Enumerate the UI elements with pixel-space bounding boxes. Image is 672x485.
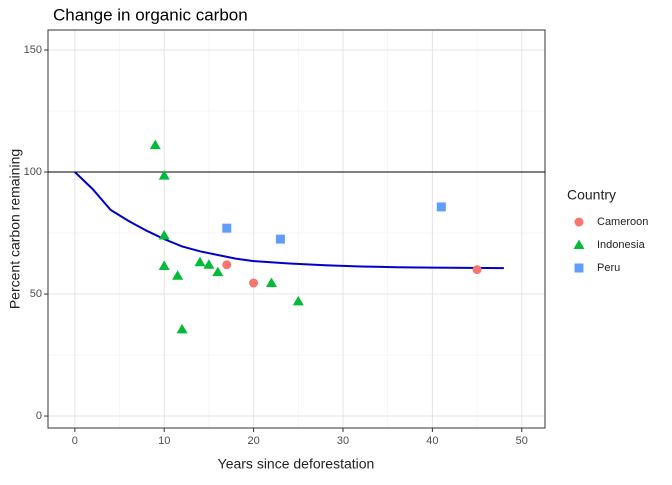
point bbox=[222, 260, 232, 270]
y-tick-label: 150 bbox=[24, 44, 42, 56]
x-tick-label: 40 bbox=[426, 435, 438, 447]
point bbox=[176, 323, 188, 334]
point bbox=[265, 277, 277, 288]
legend-symbol bbox=[574, 263, 584, 273]
chart-title: Change in organic carbon bbox=[53, 5, 248, 24]
y-axis-label: Percent carbon remaining bbox=[7, 149, 23, 309]
point bbox=[222, 223, 232, 233]
y-tick-label: 0 bbox=[36, 410, 42, 422]
panel-border bbox=[47, 29, 546, 429]
y-tick-label: 50 bbox=[30, 288, 42, 300]
legend-symbol bbox=[573, 239, 585, 249]
legend-symbol bbox=[574, 217, 584, 227]
legend-label: Indonesia bbox=[597, 239, 646, 251]
legend-label: Peru bbox=[597, 262, 620, 274]
x-axis-label: Years since deforestation bbox=[218, 456, 375, 472]
point bbox=[472, 265, 482, 275]
point bbox=[149, 139, 161, 150]
x-tick-label: 50 bbox=[516, 435, 528, 447]
trend-line bbox=[74, 171, 504, 270]
legend-label: Cameroon bbox=[597, 216, 648, 228]
x-tick-label: 0 bbox=[72, 435, 78, 447]
x-tick-label: 20 bbox=[247, 435, 259, 447]
point bbox=[172, 270, 184, 280]
point bbox=[158, 260, 170, 270]
x-tick-label: 10 bbox=[158, 435, 170, 447]
x-tick-label: 30 bbox=[337, 435, 349, 447]
point bbox=[292, 295, 304, 306]
point bbox=[212, 266, 224, 277]
legend-title: Country bbox=[567, 187, 616, 203]
point bbox=[158, 170, 170, 180]
point bbox=[249, 278, 259, 288]
point bbox=[203, 259, 215, 269]
point bbox=[275, 234, 285, 244]
point bbox=[194, 256, 206, 267]
y-tick-label: 100 bbox=[24, 166, 42, 178]
point bbox=[436, 202, 446, 212]
point bbox=[158, 229, 170, 240]
